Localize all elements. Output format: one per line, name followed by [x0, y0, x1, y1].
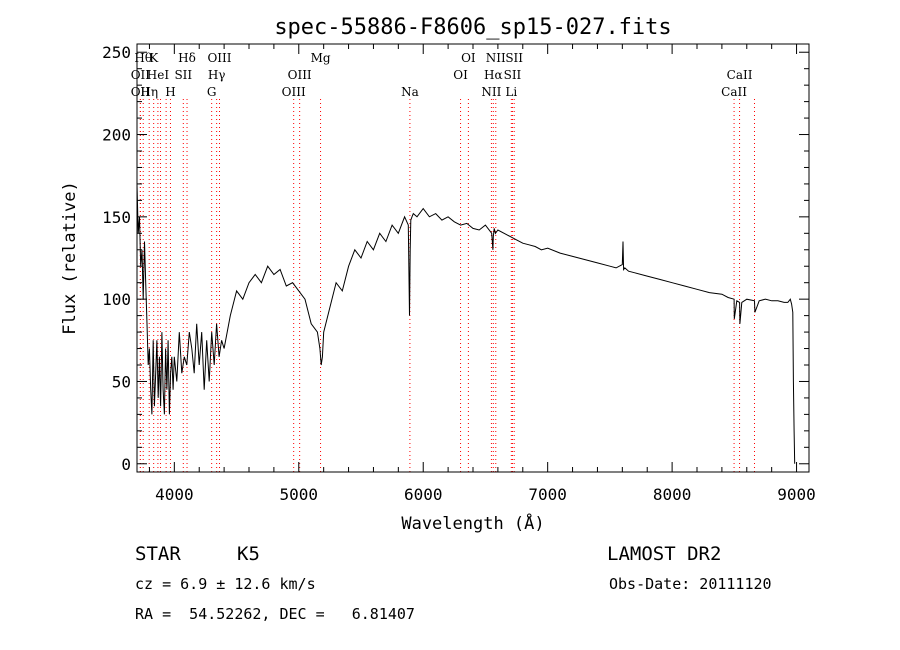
- y-tick-label: 100: [102, 290, 131, 309]
- line-marker-label: HeI: [147, 68, 170, 82]
- survey-name: LAMOST DR2: [607, 543, 722, 565]
- line-marker-label: SII: [504, 68, 522, 82]
- line-marker-label: CaII: [727, 68, 753, 82]
- line-marker-label: Hα: [484, 68, 503, 82]
- x-tick-label: 7000: [528, 485, 567, 504]
- line-marker-label: OII: [131, 85, 151, 99]
- ra-dec: RA = 54.52262, DEC = 6.81407: [135, 605, 415, 623]
- line-marker-label: NII: [481, 85, 501, 99]
- line-marker-label: Na: [401, 85, 419, 99]
- line-marker-label: OIII: [288, 68, 312, 82]
- x-tick-label: 8000: [653, 485, 692, 504]
- line-marker-label: Hθ: [134, 51, 152, 65]
- y-axis-ticks: 0 50 100 150 200 250: [102, 43, 809, 474]
- y-tick-label: 150: [102, 208, 131, 227]
- x-tick-label: 6000: [404, 485, 443, 504]
- y-tick-label: 50: [112, 372, 131, 391]
- line-marker-label: OI: [453, 68, 468, 82]
- line-marker-label: SII: [505, 51, 523, 65]
- line-marker-label: Hδ: [178, 51, 196, 65]
- emission-line-labels: OII OII Hθ Hη K HeI H SII Hδ G Hγ OIII OIII OIII Mg Na O…: [131, 51, 753, 99]
- y-tick-label: 200: [102, 126, 131, 145]
- line-marker-label: K: [149, 51, 159, 65]
- chart-title: spec-55886-F8606_sp15-027.fits: [274, 15, 671, 40]
- plot-frame: [136, 43, 810, 473]
- y-tick-label: 0: [121, 455, 131, 474]
- x-axis-ticks: 4000 5000 6000 7000 8000 9000: [148, 44, 816, 504]
- y-axis-label: Flux (relative): [60, 181, 80, 335]
- line-marker-label: NII: [486, 51, 506, 65]
- x-tick-label: 5000: [280, 485, 319, 504]
- x-tick-label: 9000: [777, 485, 816, 504]
- line-marker-label: SII: [174, 68, 192, 82]
- obs-date: Obs-Date: 20111120: [609, 575, 772, 593]
- line-marker-label: Mg: [311, 51, 331, 65]
- line-marker-label: G: [207, 85, 217, 99]
- y-tick-label: 250: [102, 43, 131, 62]
- line-marker-label: Hη: [140, 85, 158, 99]
- line-marker-label: CaII: [721, 85, 747, 99]
- line-marker-label: OIII: [207, 51, 231, 65]
- line-marker-label: H: [165, 85, 175, 99]
- redshift-cz: cz = 6.9 ± 12.6 km/s: [135, 575, 316, 593]
- spectrum-line: [136, 183, 796, 464]
- line-marker-label: OII: [131, 68, 151, 82]
- emission-line-markers: [139, 99, 755, 472]
- object-type: STAR: [135, 543, 181, 565]
- line-marker-label: OI: [461, 51, 476, 65]
- x-tick-label: 4000: [155, 485, 194, 504]
- line-marker-label: OIII: [282, 85, 306, 99]
- line-marker-label: Li: [505, 85, 517, 99]
- spectral-subclass: K5: [237, 543, 260, 565]
- line-marker-label: Hγ: [208, 68, 226, 82]
- x-axis-label: Wavelength (Å): [401, 512, 544, 534]
